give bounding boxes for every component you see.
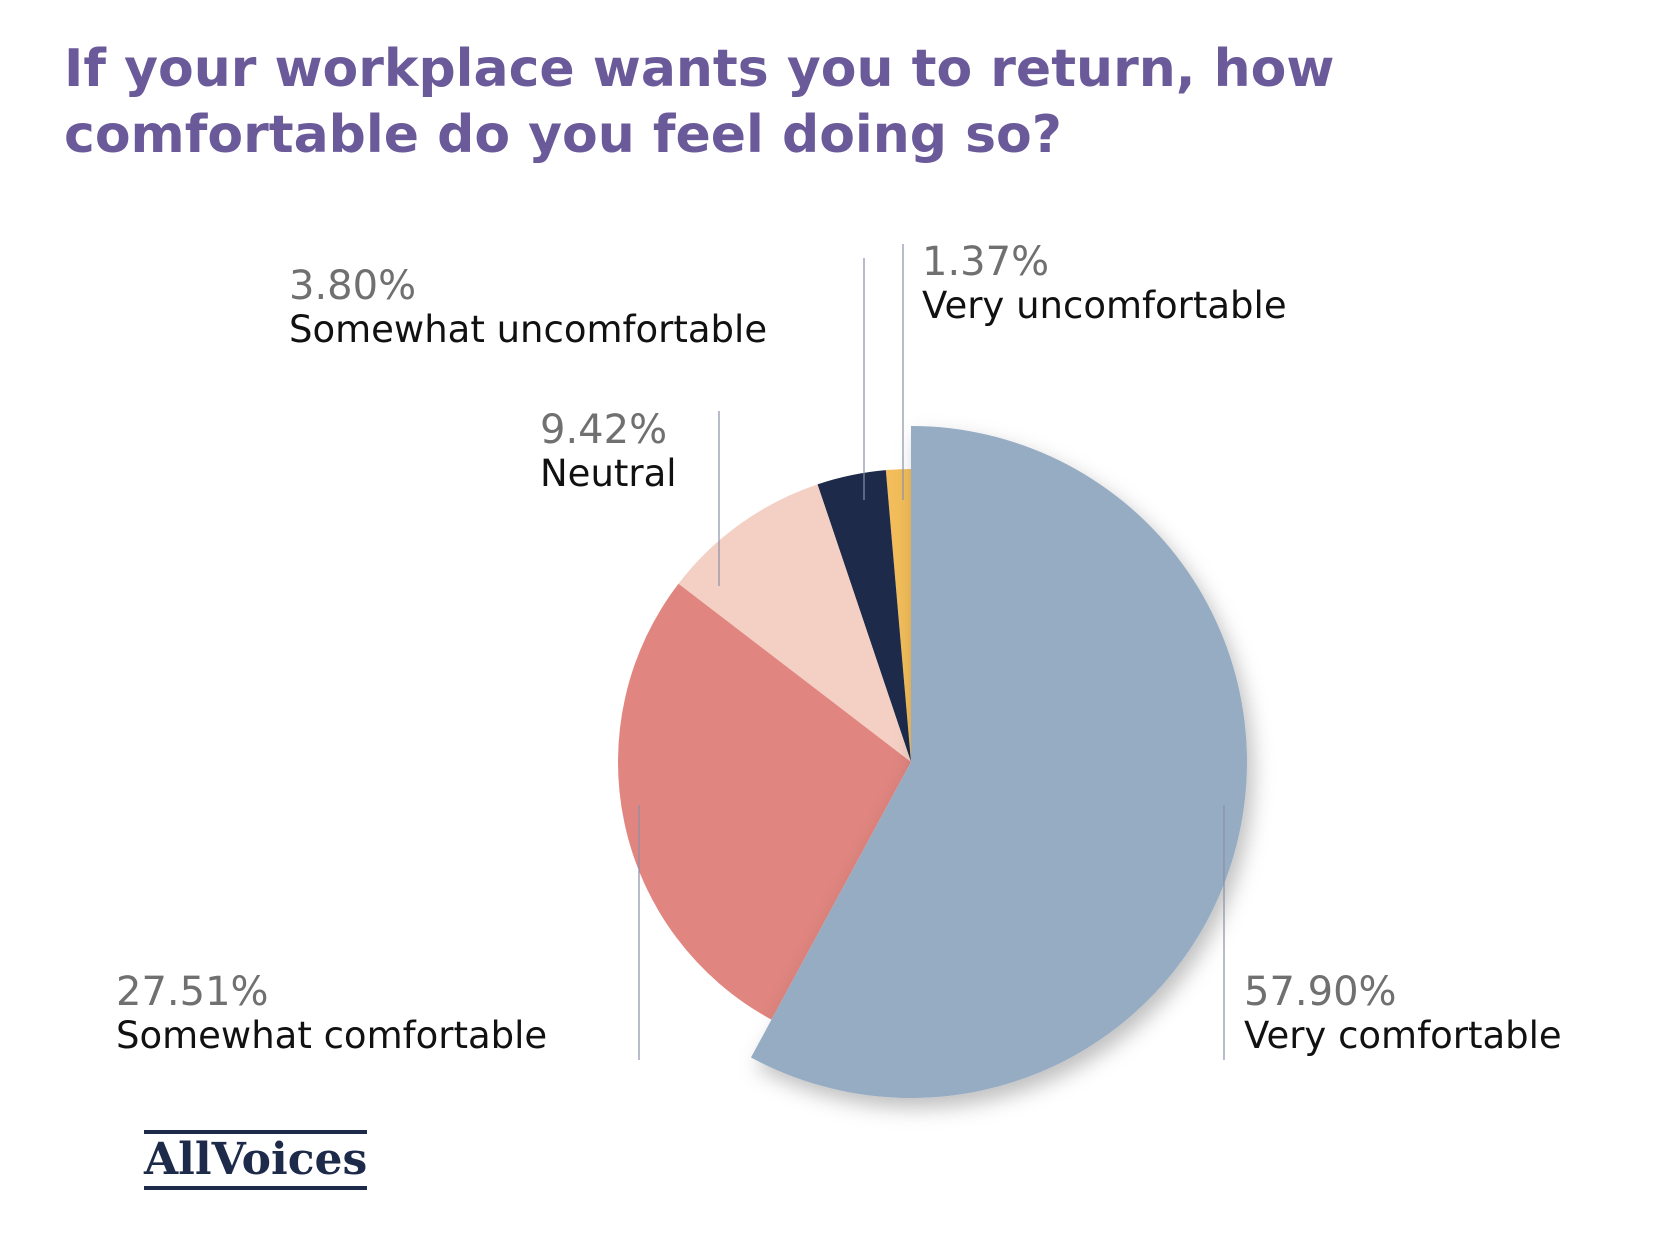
slice-label: 9.42% Neutral bbox=[540, 408, 677, 496]
pie-slice bbox=[678, 484, 911, 762]
pie-slice bbox=[618, 583, 911, 1020]
slice-label: 1.37% Very uncomfortable bbox=[922, 240, 1287, 328]
leader-lines bbox=[638, 244, 1225, 1060]
pie-slice bbox=[750, 426, 1247, 1098]
pie-slice bbox=[885, 469, 911, 762]
value-label: 27.51% bbox=[116, 969, 269, 1015]
slice-label: 57.90% Very comfortable bbox=[1244, 970, 1562, 1058]
value-label: 9.42% bbox=[540, 407, 668, 453]
category-label: Somewhat uncomfortable bbox=[289, 308, 768, 351]
category-label: Neutral bbox=[540, 452, 677, 495]
value-label: 57.90% bbox=[1244, 969, 1397, 1015]
logo: AllVoices bbox=[144, 1130, 368, 1190]
value-label: 3.80% bbox=[289, 263, 417, 309]
slice-label: 27.51% Somewhat comfortable bbox=[116, 970, 547, 1058]
category-label: Somewhat comfortable bbox=[116, 1014, 548, 1057]
pie-slice bbox=[817, 470, 911, 762]
category-label: Very comfortable bbox=[1244, 1014, 1562, 1057]
value-label: 1.37% bbox=[922, 239, 1050, 285]
category-label: Very uncomfortable bbox=[922, 284, 1287, 327]
chart-title: If your workplace wants you to return, h… bbox=[64, 39, 1335, 165]
slice-label: 3.80% Somewhat uncomfortable bbox=[289, 264, 767, 352]
